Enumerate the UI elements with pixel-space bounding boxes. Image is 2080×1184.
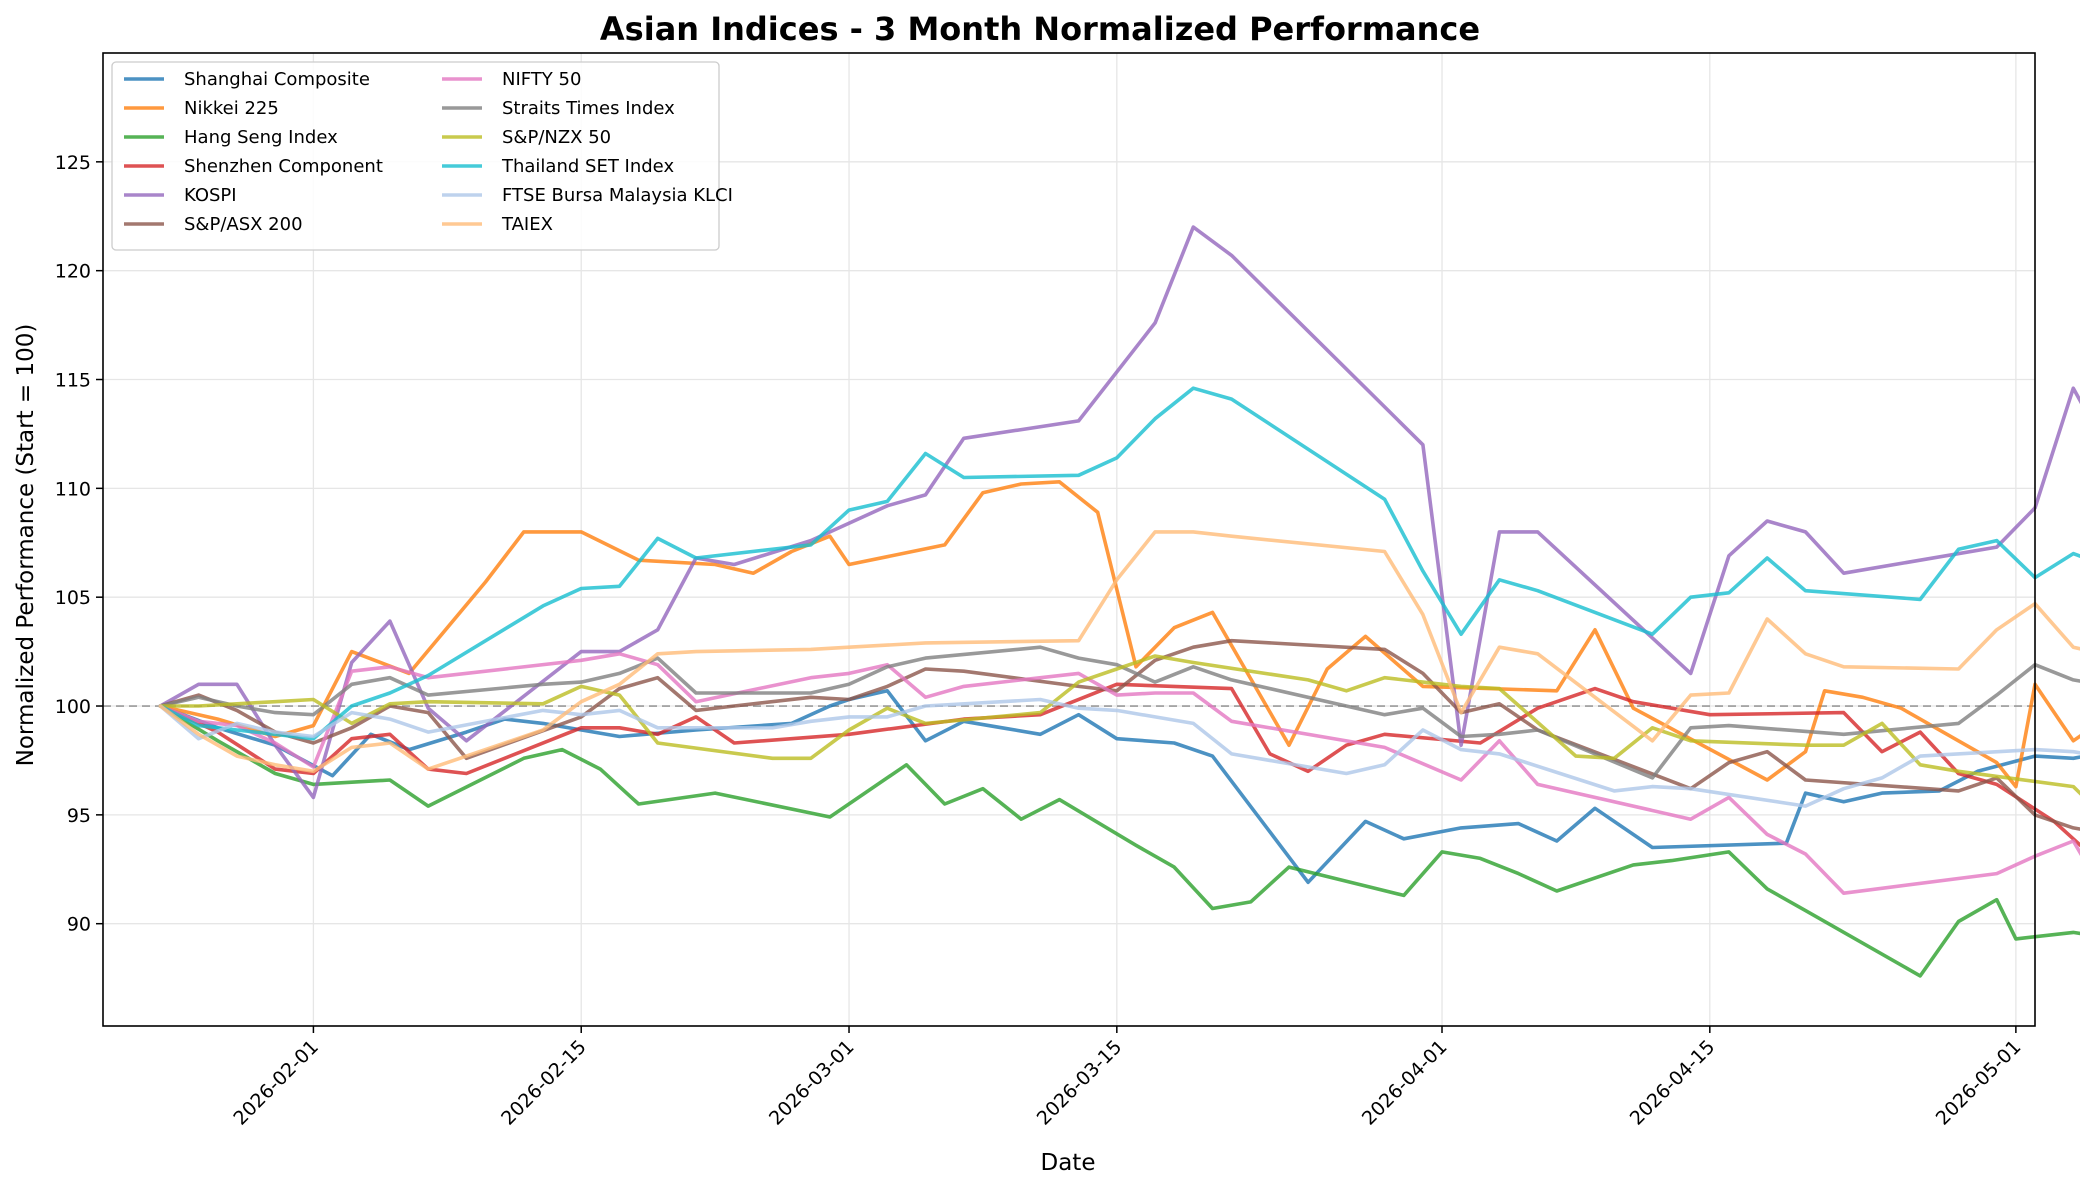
x-tick-label: 2026-02-01: [229, 1036, 323, 1130]
legend-label: Thailand SET Index: [501, 156, 674, 177]
series-line-nifty-50: [158, 651, 2080, 896]
legend-label: Shenzhen Component: [184, 156, 383, 177]
legend-label: NIFTY 50: [502, 69, 581, 90]
series-line-ftse-bursa-malaysia-klci: [158, 697, 2080, 808]
series-line-s-p-asx-200: [158, 638, 2080, 831]
series-line-nikkei-225: [158, 479, 2080, 789]
legend-label: KOSPI: [184, 185, 237, 206]
legend: Shanghai Composite Nikkei 225 Hang Seng In…: [111, 61, 733, 251]
legend-label: Hang Seng Index: [184, 127, 338, 148]
series-line-taiex: [158, 530, 2080, 774]
x-tick-label: 2026-04-01: [1358, 1036, 1452, 1130]
y-tick-label: 95: [67, 805, 91, 827]
series-line-shanghai-composite: [158, 688, 2080, 885]
y-axis-label: Normalized Performance (Start = 100): [13, 324, 39, 767]
series-line-straits-times-index: [158, 645, 2080, 780]
x-tick-label: 2026-03-01: [765, 1036, 859, 1130]
legend-label: Straits Times Index: [502, 98, 675, 119]
series-group: [158, 225, 2080, 978]
series-line-hang-seng-index: [158, 704, 2080, 978]
y-tick-label: 115: [55, 370, 91, 392]
plot-frame: [102, 52, 2036, 1027]
legend-label: Shanghai Composite: [184, 69, 370, 90]
legend-label: Nikkei 225: [184, 98, 279, 119]
y-tick-label: 120: [55, 261, 91, 283]
series-line-thailand-set-index: [158, 386, 2080, 741]
x-tick-label: 2026-03-15: [1033, 1036, 1127, 1130]
series-line-kospi: [158, 225, 2080, 800]
x-tick-label: 2026-02-15: [497, 1036, 591, 1130]
y-axis-ticks: 90 95 100 105 110 115 120 125: [55, 152, 103, 936]
series-line-shenzhen-component: [158, 682, 2080, 848]
y-tick-label: 125: [55, 152, 91, 174]
legend-label: S&P/NZX 50: [502, 127, 611, 148]
chart-title: Asian Indices - 3 Month Normalized Perfo…: [600, 10, 1480, 48]
legend-box: [111, 61, 720, 251]
legend-label: TAIEX: [501, 214, 553, 235]
y-tick-label: 100: [55, 696, 91, 718]
grid: [103, 53, 2035, 1026]
series-line-s-p-nzx-50: [158, 654, 2080, 796]
legend-label: S&P/ASX 200: [184, 214, 303, 235]
y-tick-label: 90: [67, 914, 91, 936]
x-tick-label: 2026-05-01: [1932, 1036, 2026, 1130]
x-axis-label: Date: [1041, 1150, 1096, 1176]
y-tick-label: 105: [55, 587, 91, 609]
legend-label: FTSE Bursa Malaysia KLCI: [502, 185, 733, 206]
y-tick-label: 110: [55, 478, 91, 500]
x-tick-label: 2026-04-15: [1626, 1036, 1720, 1130]
x-axis-ticks: 2026-02-01 2026-02-15 2026-03-01 2026-03-15…: [229, 1026, 2025, 1130]
